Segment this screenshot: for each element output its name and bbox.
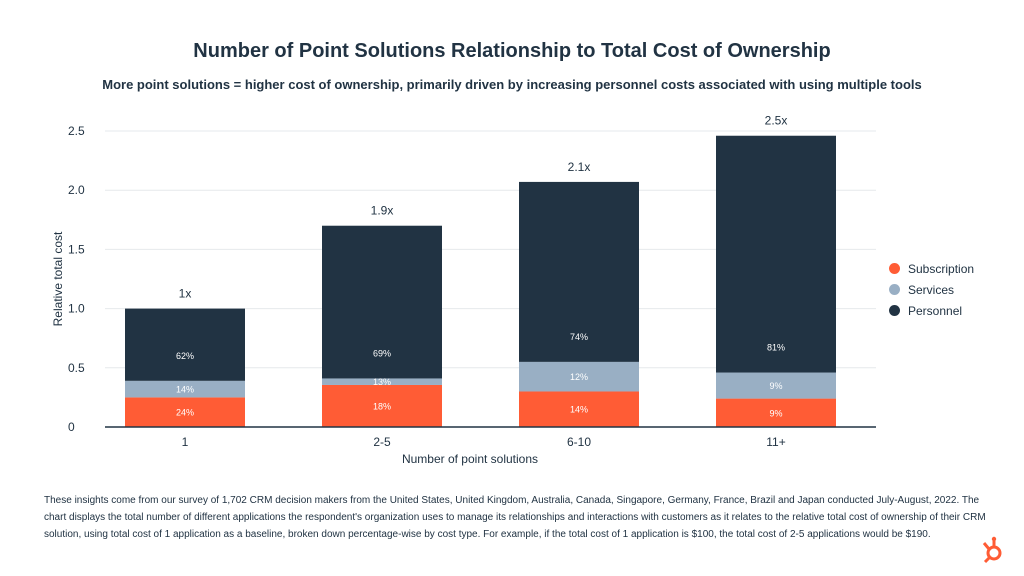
bar-segment-personnel	[716, 135, 836, 373]
legend-label: Subscription	[908, 261, 975, 276]
data-label: 24%	[176, 408, 194, 418]
x-tick-label: 1	[182, 435, 189, 449]
legend-item-services: Services	[889, 279, 974, 300]
bar-segment-subscription	[519, 391, 639, 427]
legend: Subscription Services Personnel	[889, 258, 974, 321]
data-label: 18%	[373, 401, 391, 411]
data-label: 69%	[373, 348, 391, 358]
y-tick-label: 0	[68, 420, 75, 434]
y-tick-label: 1.5	[68, 242, 85, 256]
bar-segment-subscription	[716, 398, 836, 427]
bar-segment-subscription	[125, 397, 245, 427]
x-axis-label: Number of point solutions	[402, 452, 538, 466]
legend-swatch	[889, 305, 900, 316]
legend-item-personnel: Personnel	[889, 300, 974, 321]
chart-title: Number of Point Solutions Relationship t…	[193, 40, 831, 62]
legend-swatch	[889, 263, 900, 274]
legend-swatch	[889, 284, 900, 295]
data-label: 14%	[570, 405, 588, 415]
data-label: 14%	[176, 385, 194, 395]
legend-label: Services	[908, 282, 955, 297]
y-axis-label: Relative total cost	[51, 231, 65, 326]
legend-item-subscription: Subscription	[889, 258, 974, 279]
x-tick-label: 6-10	[567, 435, 591, 449]
data-label: 74%	[570, 332, 588, 342]
y-tick-label: 2.5	[68, 124, 85, 138]
bar-segment-personnel	[125, 308, 245, 381]
stacked-bar-chart: 0 0.5 1.0 1.5 2.0 2.5 Relative total cost 24% 14…	[51, 114, 876, 466]
total-label: 2.1x	[568, 160, 591, 174]
data-label: 9%	[769, 408, 782, 418]
bar-segment-services	[322, 378, 442, 385]
bar-segment-services	[519, 361, 639, 392]
chart-subtitle: More point solutions = higher cost of ow…	[102, 77, 922, 92]
data-label: 13%	[373, 377, 391, 387]
y-tick-label: 1.0	[68, 302, 85, 316]
y-tick-label: 0.5	[68, 361, 85, 375]
footnote: These insights come from our survey of 1…	[44, 495, 986, 540]
legend-label: Personnel	[908, 303, 963, 318]
bar-segment-personnel	[519, 181, 639, 362]
hubspot-logo-icon	[981, 536, 1007, 569]
data-label: 62%	[176, 351, 194, 361]
y-tick-label: 2.0	[68, 183, 85, 197]
bar-segment-services	[125, 380, 245, 398]
data-label: 9%	[769, 381, 782, 391]
total-label: 2.5x	[765, 114, 788, 128]
bar-segment-subscription	[322, 384, 442, 427]
data-label: 81%	[767, 343, 785, 353]
data-label: 12%	[570, 372, 588, 382]
x-tick-label: 2-5	[373, 435, 391, 449]
total-label: 1x	[179, 287, 192, 301]
bar-segment-services	[716, 372, 836, 399]
bar-segment-personnel	[322, 225, 442, 379]
x-tick-label: 11+	[766, 435, 785, 449]
total-label: 1.9x	[371, 204, 394, 218]
